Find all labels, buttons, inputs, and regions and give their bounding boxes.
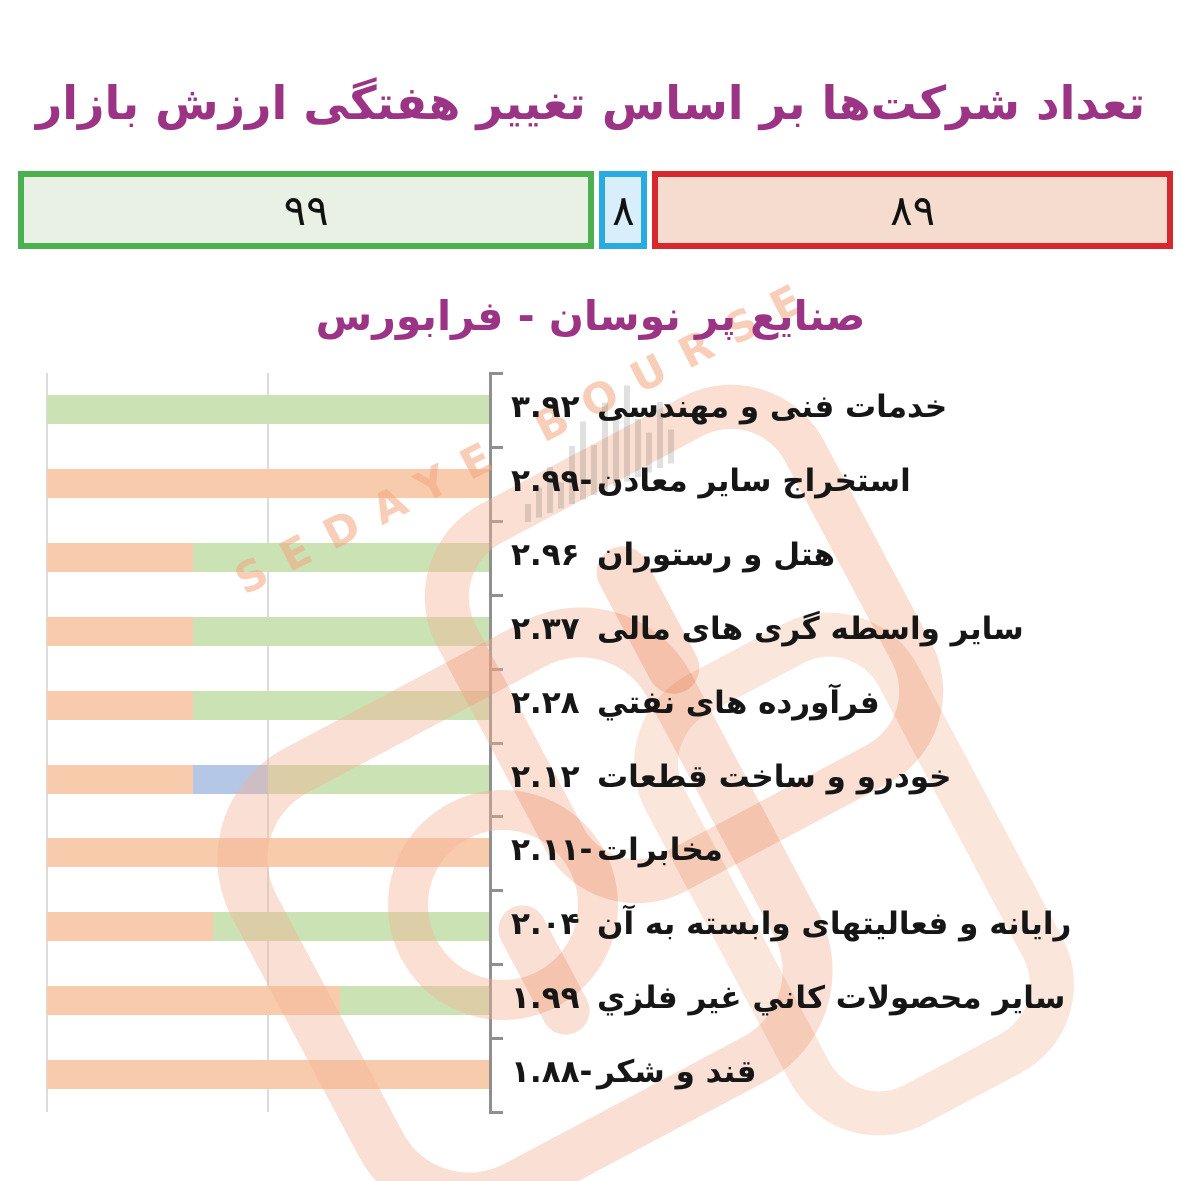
industry-row: ۲.۲۸ فرآورده های نفتي [511,681,880,725]
industry-bar [47,542,489,572]
industry-value: ۲.۲۸ [511,684,580,721]
unchanged-count: ۸ [612,185,635,235]
industry-row: ۱.۹۹ سایر محصولات کاني غیر فلزي [511,976,1065,1020]
bar-segment-orange [47,986,341,1016]
unchanged-count-box: ۸ [599,171,648,249]
industry-value: ۲.۱۱- [511,832,593,869]
industry-row: ۲.۱۲ خودرو و ساخت قطعات [511,755,952,799]
industry-bar [47,1060,489,1090]
axis-tick [489,963,503,967]
bar-segment-orange [47,616,193,646]
industry-label: سایر محصولات کاني غیر فلزي [597,980,1066,1017]
industry-label: خدمات فنی و مهندسی [597,389,948,425]
bar-segment-orange [47,838,489,868]
industry-value: ۱.۸۸- [511,1054,593,1091]
industry-row: ۱.۸۸- قند و شکر [511,1050,757,1094]
industry-bar [47,690,489,720]
bar-segment-orange [47,690,193,720]
bar-segment-green [212,912,489,942]
industry-label: رایانه و فعالیتهای وابسته به آن [597,906,1072,943]
industry-value: ۲.۱۲ [511,758,580,795]
bar-segment-blue [192,764,268,794]
axis-tick [489,372,503,375]
bar-segment-green [47,395,489,424]
axis-tick [489,1111,503,1114]
industry-row: ۲.۰۴ رایانه و فعالیتهای وابسته به آن [511,902,1071,946]
axis-tick [489,815,503,819]
bar-segment-green [267,764,489,794]
bar-segment-orange [47,1060,489,1090]
industry-bar [47,764,489,794]
bar-segment-orange [47,468,489,498]
industry-value: ۲.۹۶ [511,536,580,573]
bar-segment-green [192,616,489,646]
industry-label: استخراج سایر معادن [597,462,911,499]
bar-segment-green [192,542,489,572]
bar-segment-orange [47,542,193,572]
industry-label: هتل و رستوران [597,536,836,573]
industry-bar [47,912,489,942]
industry-row: ۲.۱۱- مخابرات [511,828,723,872]
bar-segment-green [192,690,489,720]
industry-row: ۲.۹۹- استخراج سایر معادن [511,459,911,503]
chart-title: صنایع پر نوسان - فرابورس [315,292,866,340]
axis-tick [489,667,503,671]
bar-segment-orange [47,764,193,794]
industry-label: فرآورده های نفتي [597,684,880,721]
industry-label: قند و شکر [597,1054,757,1091]
industry-value: ۲.۰۴ [511,906,580,943]
industry-value: ۲.۹۹- [511,462,593,499]
industry-value: ۱.۹۹ [511,980,580,1017]
axis-tick [489,519,503,523]
axis-tick [489,741,503,745]
industry-value: ۲.۳۷ [511,610,580,647]
industry-bar [47,468,489,498]
industry-bar [47,616,489,646]
gridline-left [46,373,48,1112]
equalizer-bar-icon [525,504,531,522]
industry-bar [47,838,489,868]
negative-count-box: ۸۹ [652,171,1173,249]
industry-bar [47,986,489,1016]
axis-tick [489,445,503,449]
axis-tick [489,593,503,597]
industry-value: ۳.۹۲ [511,389,580,425]
page-title: تعداد شرکت‌ها بر اساس تغییر هفتگی ارزش ب… [35,76,1146,130]
industry-label: سایر واسطه گری های مالی [597,610,1024,647]
negative-count: ۸۹ [890,185,936,235]
positive-count-box: ۹۹ [18,171,595,249]
industry-row: ۲.۳۷ سایر واسطه گری های مالی [511,607,1024,651]
gridline-middle [267,373,269,1112]
bar-segment-green [340,986,489,1016]
industry-label: خودرو و ساخت قطعات [597,758,952,795]
industry-label: مخابرات [597,832,723,869]
industry-bar [47,395,489,424]
positive-count: ۹۹ [283,185,329,235]
summary-stacked-bar: ۹۹ ۸ ۸۹ [18,171,1173,249]
industry-row: ۲.۹۶ هتل و رستوران [511,533,835,577]
bar-segment-orange [47,912,213,942]
axis-tick [489,1037,503,1041]
axis-tick [489,889,503,893]
industry-row: ۳.۹۲ خدمات فنی و مهندسی [511,385,947,429]
